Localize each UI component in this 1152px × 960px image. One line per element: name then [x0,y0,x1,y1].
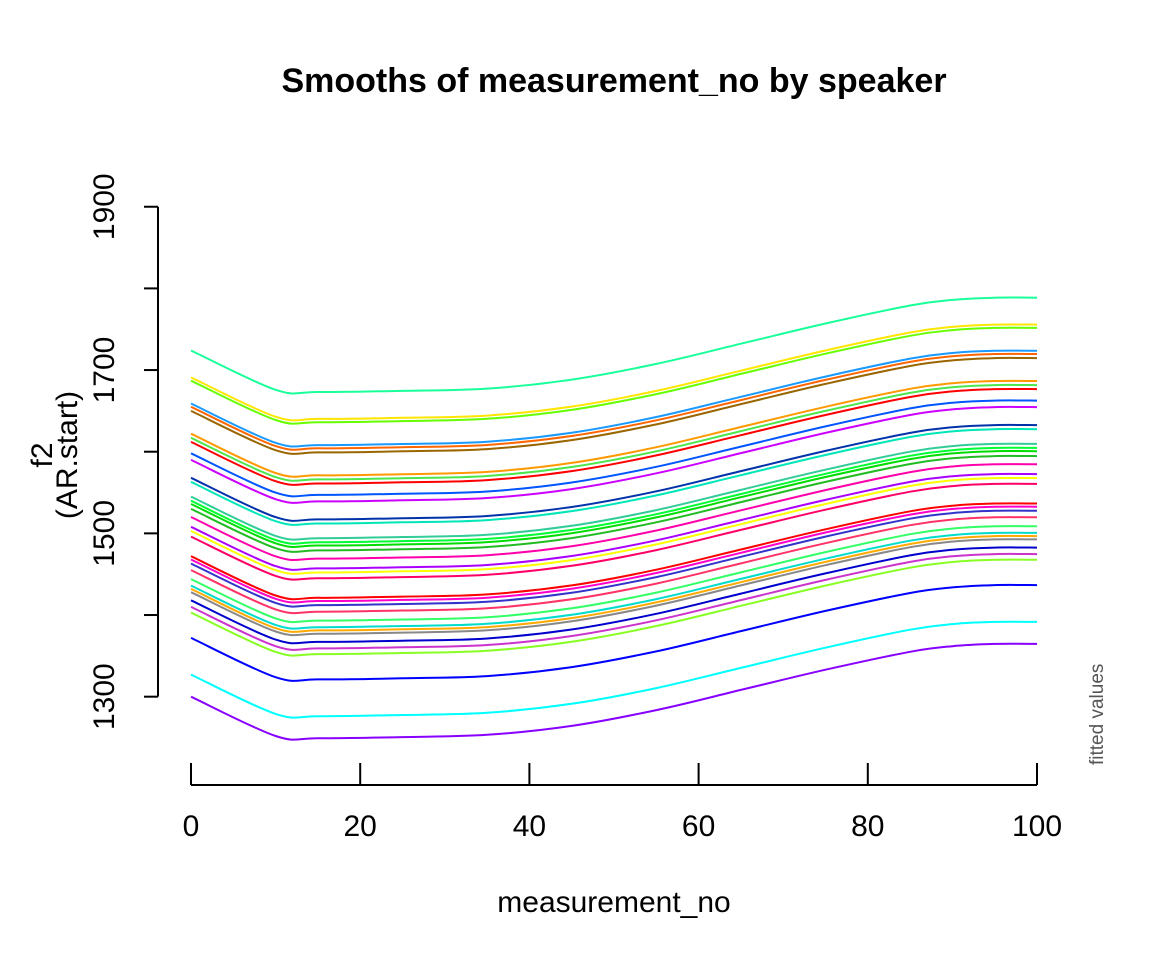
y-axis: 1300 1500 1700 1900 [88,173,159,730]
y-axis-label: f2 (AR.start) [26,391,84,519]
series-line-12 [190,423,1038,522]
series-line-26 [190,525,1038,624]
series-line-22 [190,502,1038,601]
x-tick-label-60: 60 [682,810,715,843]
x-tick-label-40: 40 [513,810,546,843]
series-line-6 [190,349,1038,448]
series-line-30 [190,546,1038,645]
y-tick-label-1700: 1700 [88,337,121,404]
series-line-32 [190,558,1038,657]
side-note: fitted values [1087,664,1108,765]
series-line-4 [190,352,1038,451]
series-line-14 [190,442,1038,541]
x-axis: 0 20 40 60 80 100 [183,763,1062,843]
y-axis-label-line2: (AR.start) [51,391,84,519]
series-line-10 [190,399,1038,498]
series-line-2 [190,323,1038,422]
series-line-17 [190,454,1038,553]
series-line-1 [190,296,1038,395]
series-line-20 [190,476,1038,575]
series-line-15 [190,446,1038,545]
x-axis-label: measurement_no [497,886,730,919]
series-lines [190,296,1038,741]
x-tick-label-100: 100 [1012,810,1062,843]
side-note-text: fitted values [1087,664,1108,765]
series-line-23 [190,505,1038,604]
series-line-31 [190,552,1038,651]
series-line-11 [190,405,1038,504]
x-tick-label-0: 0 [183,810,200,843]
series-line-13 [190,428,1038,526]
series-line-25 [190,516,1038,615]
series-line-19 [190,472,1038,571]
y-tick-label-1900: 1900 [88,173,121,240]
series-line-16 [190,450,1038,548]
series-line-21 [190,482,1038,581]
y-tick-label-1300: 1300 [88,663,121,730]
chart-title: Smooths of measurement_no by speaker [281,62,946,100]
series-line-27 [190,531,1038,630]
series-line-28 [190,534,1038,633]
series-line-35 [190,642,1038,741]
series-line-24 [190,509,1038,608]
series-line-5 [190,356,1038,455]
y-axis-label-line1: f2 [26,442,59,467]
series-line-29 [190,538,1038,637]
series-line-8 [190,383,1038,482]
series-line-7 [190,379,1038,478]
series-line-33 [190,583,1038,682]
series-line-3 [190,326,1038,425]
x-tick-label-80: 80 [851,810,884,843]
y-tick-label-1500: 1500 [88,500,121,567]
series-line-18 [190,463,1038,562]
series-line-9 [190,387,1038,486]
series-line-34 [190,620,1038,719]
x-tick-label-20: 20 [344,810,377,843]
